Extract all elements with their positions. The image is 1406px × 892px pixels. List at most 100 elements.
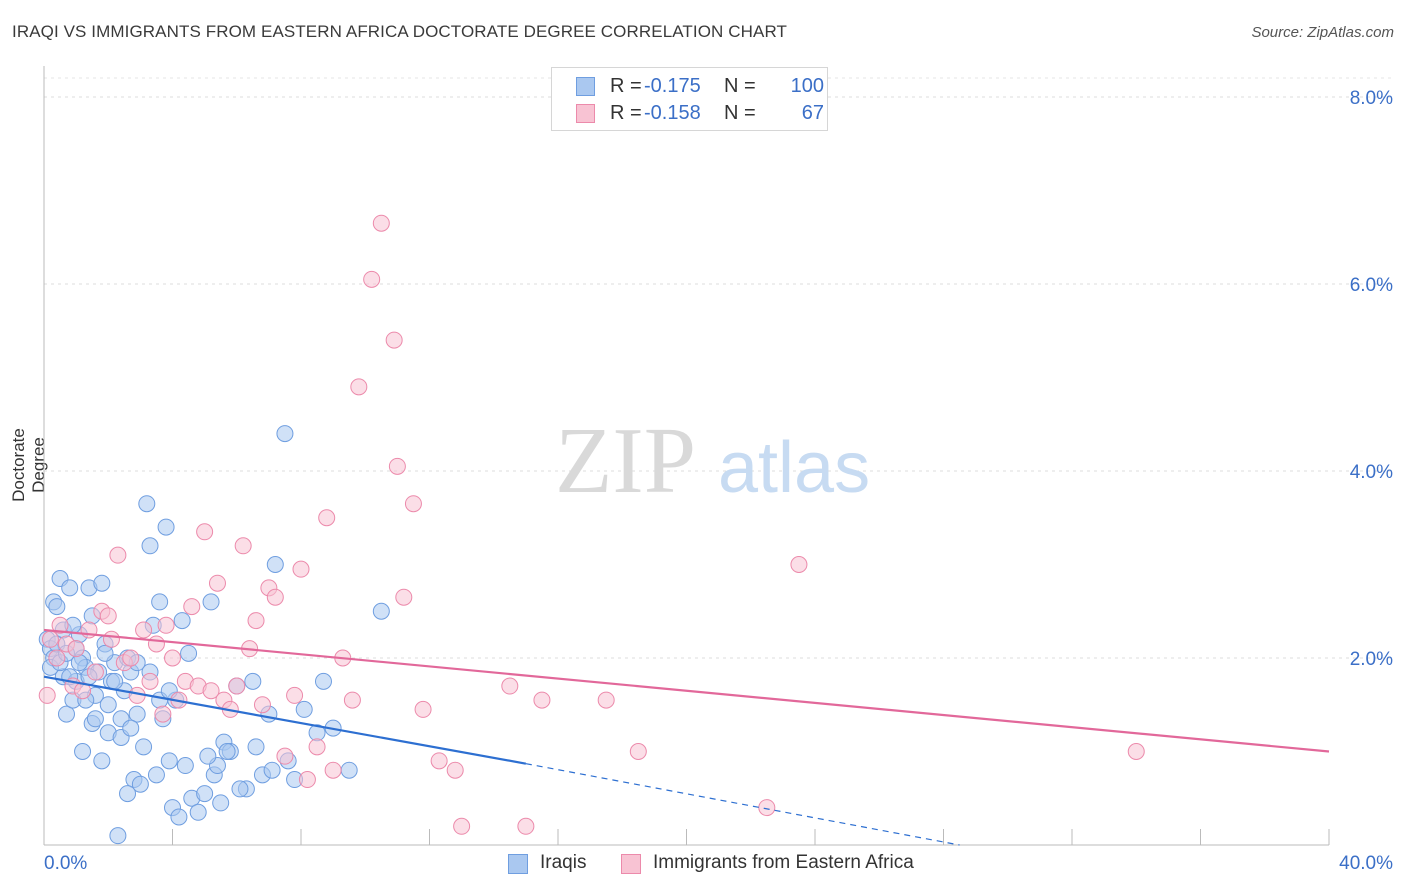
data-point <box>57 705 75 723</box>
data-point <box>38 686 56 704</box>
r-value: -0.175 <box>644 75 701 97</box>
swatch-eastern-africa <box>576 104 595 123</box>
watermark-zip: ZIP <box>555 409 696 513</box>
data-point <box>231 780 249 798</box>
data-point <box>286 686 304 704</box>
data-point <box>128 705 146 723</box>
data-point <box>340 761 358 779</box>
data-point <box>147 766 165 784</box>
data-point <box>266 556 284 573</box>
legend-swatch-eastern-africa <box>621 854 641 874</box>
data-point <box>517 817 535 835</box>
data-point <box>388 457 406 475</box>
data-point <box>276 425 294 443</box>
data-point <box>96 644 114 662</box>
data-point <box>93 752 111 770</box>
data-point <box>135 738 153 756</box>
data-point <box>135 621 153 639</box>
stats-legend: R = -0.175 N = 100 R = -0.158 N = 67 <box>551 67 828 131</box>
data-point <box>86 710 104 728</box>
data-point <box>308 738 326 756</box>
data-point <box>208 574 226 592</box>
data-point <box>228 677 246 695</box>
trend-lines <box>43 628 1330 846</box>
data-point <box>212 794 230 812</box>
data-point <box>160 752 178 770</box>
trend-line-iraqis <box>43 675 527 765</box>
data-point <box>263 761 281 779</box>
data-point <box>173 612 191 630</box>
data-point <box>199 747 217 765</box>
data-point <box>109 827 127 845</box>
series-eastern-africa <box>38 214 1145 835</box>
data-point <box>141 537 159 555</box>
data-point <box>292 560 310 578</box>
r-label: R = <box>610 102 642 124</box>
data-point <box>758 799 776 817</box>
swatch-iraqis <box>576 77 595 96</box>
y-tick-label: 6.0% <box>1350 275 1393 296</box>
y-tick-label: 2.0% <box>1350 649 1393 670</box>
data-point <box>298 771 316 789</box>
data-point <box>164 649 181 667</box>
data-point <box>189 803 207 821</box>
y-tick-label: 4.0% <box>1350 462 1393 483</box>
data-point <box>501 677 519 695</box>
n-value: 67 <box>801 102 824 124</box>
data-point <box>196 785 214 803</box>
chart-title: IRAQI VS IMMIGRANTS FROM EASTERN AFRICA … <box>12 22 788 41</box>
data-point <box>314 672 332 690</box>
series-legend: Iraqis Immigrants from Eastern Africa <box>0 851 1406 879</box>
data-point <box>147 635 165 653</box>
source-label: Source: ZipAtlas.com <box>1251 24 1394 41</box>
data-point <box>253 696 271 714</box>
data-point <box>629 743 647 760</box>
data-point <box>157 518 175 536</box>
data-point <box>102 630 120 648</box>
data-point <box>70 654 88 672</box>
tick-labels: 2.0% 4.0% 6.0% 8.0% 0.0% 40.0% <box>44 88 1393 874</box>
watermark: ZIP atlas <box>555 409 870 513</box>
data-point <box>597 691 615 709</box>
data-point <box>151 593 169 611</box>
n-label: N = <box>724 75 756 97</box>
data-point <box>790 556 808 573</box>
grid-lines <box>44 77 1393 659</box>
data-point <box>138 495 156 513</box>
data-point <box>244 672 262 690</box>
data-point <box>48 598 66 616</box>
data-point <box>533 691 551 709</box>
data-point <box>247 738 265 756</box>
data-point <box>86 663 104 681</box>
data-point <box>404 495 422 513</box>
data-point <box>202 593 220 611</box>
x-tick-label: 40.0% <box>1339 853 1393 874</box>
watermark-atlas: atlas <box>718 428 870 508</box>
data-point <box>141 672 159 690</box>
data-points <box>38 214 1145 845</box>
data-point <box>196 523 214 541</box>
data-point <box>48 649 66 667</box>
data-point <box>119 785 137 803</box>
data-point <box>41 630 59 648</box>
data-point <box>234 537 252 555</box>
data-point <box>247 612 265 630</box>
data-point <box>385 331 403 349</box>
legend-label-iraqis: Iraqis <box>540 852 587 873</box>
data-point <box>430 752 448 770</box>
data-point <box>1127 743 1145 760</box>
r-label: R = <box>610 75 642 97</box>
n-value: 100 <box>790 75 824 97</box>
data-point <box>414 700 432 718</box>
data-point <box>61 579 79 597</box>
data-point <box>106 672 124 690</box>
data-point <box>453 817 471 835</box>
data-point <box>170 808 188 826</box>
data-point <box>218 743 236 760</box>
data-point <box>372 214 390 232</box>
data-point <box>51 616 69 634</box>
data-point <box>324 761 342 779</box>
data-point <box>276 747 294 765</box>
data-point <box>202 682 220 700</box>
